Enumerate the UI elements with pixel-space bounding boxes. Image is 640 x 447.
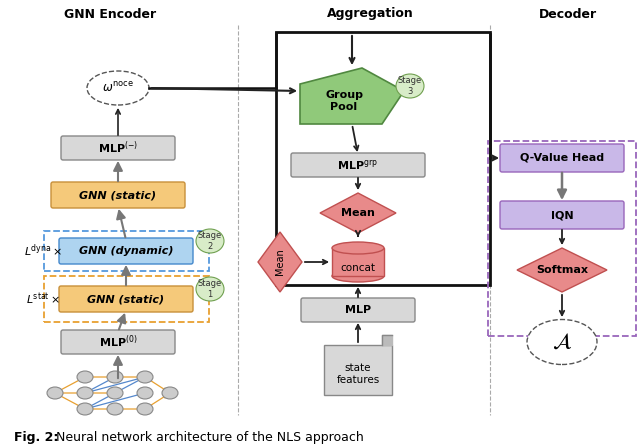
Bar [332, 248, 384, 276]
FancyBboxPatch shape [61, 330, 175, 354]
Text: Mean: Mean [275, 249, 285, 275]
FancyBboxPatch shape [500, 201, 624, 229]
Ellipse shape [396, 74, 424, 98]
Ellipse shape [162, 387, 178, 399]
Bar [324, 345, 392, 395]
Bar [44, 276, 209, 322]
Polygon shape [517, 248, 607, 292]
Text: Stage
1: Stage 1 [198, 279, 222, 299]
FancyBboxPatch shape [59, 238, 193, 264]
FancyBboxPatch shape [59, 286, 193, 312]
Ellipse shape [107, 371, 123, 383]
Text: GNN (static): GNN (static) [88, 294, 164, 304]
Ellipse shape [107, 387, 123, 399]
Polygon shape [320, 193, 396, 233]
Text: Fig. 2:: Fig. 2: [14, 430, 58, 443]
Text: MLP$^{\rm grp}$: MLP$^{\rm grp}$ [337, 158, 378, 172]
Bar [276, 32, 490, 285]
Polygon shape [258, 232, 302, 292]
Text: $\mathcal{A}$: $\mathcal{A}$ [552, 331, 572, 353]
Ellipse shape [77, 387, 93, 399]
Text: Stage
3: Stage 3 [398, 76, 422, 96]
FancyBboxPatch shape [61, 136, 175, 160]
Text: Decoder: Decoder [539, 8, 597, 21]
FancyBboxPatch shape [51, 182, 185, 208]
Text: Mean: Mean [341, 208, 375, 218]
Text: $\omega^{\rm noce}$: $\omega^{\rm noce}$ [102, 81, 134, 95]
Bar [488, 140, 636, 336]
FancyBboxPatch shape [500, 144, 624, 172]
Text: GNN (static): GNN (static) [79, 190, 157, 200]
Ellipse shape [527, 320, 597, 364]
Ellipse shape [77, 371, 93, 383]
Polygon shape [300, 68, 404, 124]
Text: MLP: MLP [345, 305, 371, 315]
Ellipse shape [137, 387, 153, 399]
Text: IQN: IQN [550, 210, 573, 220]
Text: $L^{\rm stat}\times$: $L^{\rm stat}\times$ [26, 291, 60, 307]
Text: concat: concat [340, 263, 376, 273]
Text: Neural network architecture of the NLS approach: Neural network architecture of the NLS a… [56, 430, 364, 443]
Text: Q-Value Head: Q-Value Head [520, 153, 604, 163]
Ellipse shape [87, 71, 149, 105]
Ellipse shape [332, 242, 384, 254]
Text: state
features: state features [337, 363, 380, 385]
Ellipse shape [77, 403, 93, 415]
Ellipse shape [332, 270, 384, 282]
Polygon shape [382, 335, 392, 345]
FancyBboxPatch shape [291, 153, 425, 177]
Ellipse shape [47, 387, 63, 399]
Ellipse shape [196, 277, 224, 301]
Text: MLP$^{(-)}$: MLP$^{(-)}$ [98, 140, 138, 156]
Text: Aggregation: Aggregation [326, 8, 413, 21]
Text: MLP$^{(0)}$: MLP$^{(0)}$ [99, 334, 138, 350]
Text: $L^{\rm dyna}\times$: $L^{\rm dyna}\times$ [24, 243, 62, 259]
Text: Softmax: Softmax [536, 265, 588, 275]
Text: Group
Pool: Group Pool [325, 90, 363, 112]
Text: GNN Encoder: GNN Encoder [64, 8, 156, 21]
Bar [44, 231, 209, 271]
Ellipse shape [137, 371, 153, 383]
Ellipse shape [196, 229, 224, 253]
Ellipse shape [137, 403, 153, 415]
Ellipse shape [107, 403, 123, 415]
Text: GNN (dynamic): GNN (dynamic) [79, 246, 173, 256]
Text: Stage
2: Stage 2 [198, 231, 222, 251]
FancyBboxPatch shape [301, 298, 415, 322]
